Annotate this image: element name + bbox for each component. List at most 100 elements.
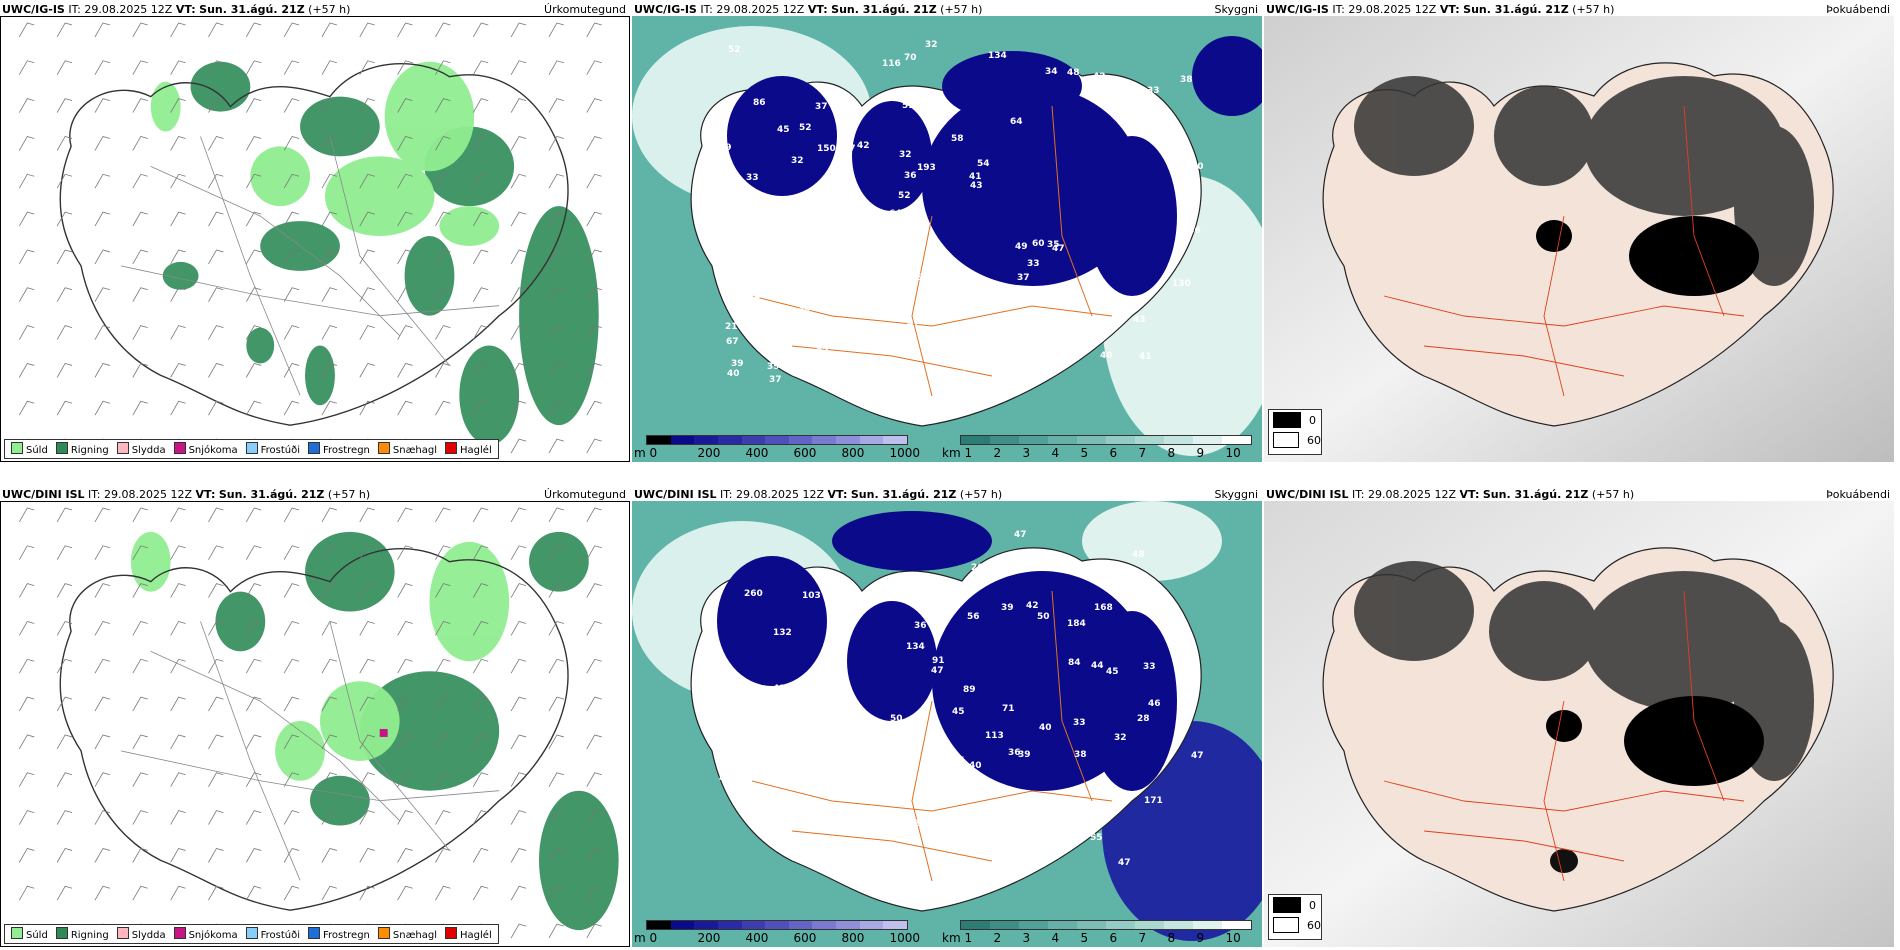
- wind-barb: [245, 22, 262, 38]
- cloud-base-label: 49: [1015, 242, 1028, 252]
- wind-barb: [548, 620, 564, 636]
- wind-barb: [170, 583, 186, 598]
- legend-item: Súld: [11, 442, 48, 456]
- cloud-base-label: 40: [1100, 351, 1113, 361]
- wind-barb: [208, 545, 224, 560]
- wind-barb: [94, 211, 111, 227]
- wind-barb: [208, 173, 224, 189]
- fog-legend: 0 60: [1268, 894, 1322, 940]
- wind-barb: [586, 211, 602, 227]
- visibility-map: 4133336464525158534267363554478670704973…: [632, 16, 1262, 462]
- wind-barb: [18, 772, 35, 787]
- cloud-base-label: 52: [770, 357, 783, 367]
- wind-barb: [359, 325, 375, 340]
- cloud-base-label: 93: [902, 834, 915, 844]
- wind-barb: [472, 22, 489, 38]
- cloud-base-label: 105: [712, 704, 731, 714]
- wind-barb: [397, 734, 413, 750]
- cloud-base-label: 150: [817, 144, 836, 154]
- wind-barb: [132, 135, 148, 151]
- wind-barb: [208, 885, 224, 901]
- cloud-base-colorbar: m 0 200 400 600 800 1000: [634, 435, 934, 461]
- wind-barb: [321, 400, 338, 416]
- cloud-base-label: 231: [850, 338, 869, 348]
- panel-dini-visibility: UWC/DINI ISL IT: 29.08.2025 12Z VT: Sun.…: [632, 485, 1262, 950]
- wind-barb: [245, 325, 262, 340]
- wind-barb: [435, 362, 451, 378]
- wind-barb: [359, 620, 375, 636]
- wind-barb: [510, 696, 527, 712]
- cloud-base-label: 86: [753, 98, 766, 108]
- legend-item: Slydda: [116, 442, 166, 456]
- wind-barb: [472, 507, 489, 523]
- wind-barb: [548, 173, 564, 189]
- wind-barb: [208, 847, 224, 863]
- cloud-base-label: 47: [1052, 244, 1065, 254]
- cloud-base-label: 41: [969, 172, 982, 182]
- cloud-base-label: 70: [1191, 162, 1204, 172]
- wind-barb: [435, 325, 451, 340]
- wind-barb: [359, 507, 375, 523]
- wind-barb: [435, 885, 451, 901]
- wind-barb: [359, 173, 375, 189]
- cloud-base-label: 50: [1037, 612, 1050, 622]
- wind-barb: [245, 545, 262, 560]
- wind-barb: [510, 847, 527, 863]
- cloud-base-label: 70: [904, 53, 917, 63]
- wind-barb: [18, 98, 35, 113]
- wind-barb: [283, 507, 300, 523]
- wind-barb: [245, 696, 262, 712]
- wind-barb: [472, 734, 489, 750]
- cloud-base-label: 171: [1144, 796, 1163, 806]
- wind-barb: [283, 696, 300, 712]
- wind-barb: [586, 923, 602, 939]
- wind-barb: [132, 734, 148, 750]
- panel-header: UWC/DINI ISL IT: 29.08.2025 12Z VT: Sun.…: [2, 488, 371, 501]
- wind-barb: [94, 507, 111, 523]
- wind-barb: [208, 98, 224, 113]
- wind-barb: [548, 658, 564, 674]
- panel-header: UWC/DINI ISL IT: 29.08.2025 12Z VT: Sun.…: [1266, 488, 1635, 501]
- wind-barb: [359, 696, 375, 712]
- cloud-base-label: 39: [719, 143, 732, 153]
- wind-barb: [510, 885, 527, 901]
- cloud-base-label: 67: [947, 330, 960, 340]
- cloud-base-label: 36: [904, 171, 917, 181]
- wind-barb: [94, 287, 111, 302]
- wind-barb: [283, 135, 300, 151]
- wind-barb: [397, 362, 413, 378]
- cloud-base-label: 47: [1014, 530, 1027, 540]
- legend-item: Snjókoma: [173, 442, 238, 456]
- wind-barb: [94, 249, 111, 265]
- cloud-base-label: 42: [946, 304, 959, 314]
- cloud-base-label: 40: [1039, 723, 1052, 733]
- cloud-base-label: 50: [890, 714, 903, 724]
- wind-barb: [18, 658, 35, 674]
- colorbar-tick: 800: [841, 931, 865, 945]
- wind-barb: [435, 620, 451, 636]
- wind-barb: [435, 173, 451, 189]
- wind-barb: [472, 287, 489, 302]
- wind-barb: [548, 211, 564, 227]
- wind-barb: [472, 885, 489, 901]
- cloud-base-label: 113: [985, 731, 1004, 741]
- wind-barb: [56, 22, 73, 38]
- cloud-base-label: 116: [882, 59, 901, 69]
- wind-barb: [132, 507, 148, 523]
- cloud-base-label: 37: [1017, 273, 1030, 283]
- wind-barb: [283, 620, 300, 636]
- wind-barb: [359, 772, 375, 787]
- wind-barb: [586, 620, 602, 636]
- wind-barb: [56, 249, 73, 265]
- wind-barb: [397, 772, 413, 787]
- colorbar-tick: 7: [1138, 446, 1147, 460]
- wind-barb: [359, 545, 375, 560]
- wind-barb: [586, 249, 602, 265]
- cloud-base-label: 33: [1005, 318, 1018, 328]
- wind-barb: [359, 98, 375, 113]
- panel-header: UWC/DINI ISL IT: 29.08.2025 12Z VT: Sun.…: [634, 488, 1003, 501]
- wind-barb: [132, 22, 148, 38]
- legend-label: Haglél: [460, 445, 492, 456]
- wind-barb: [359, 135, 375, 151]
